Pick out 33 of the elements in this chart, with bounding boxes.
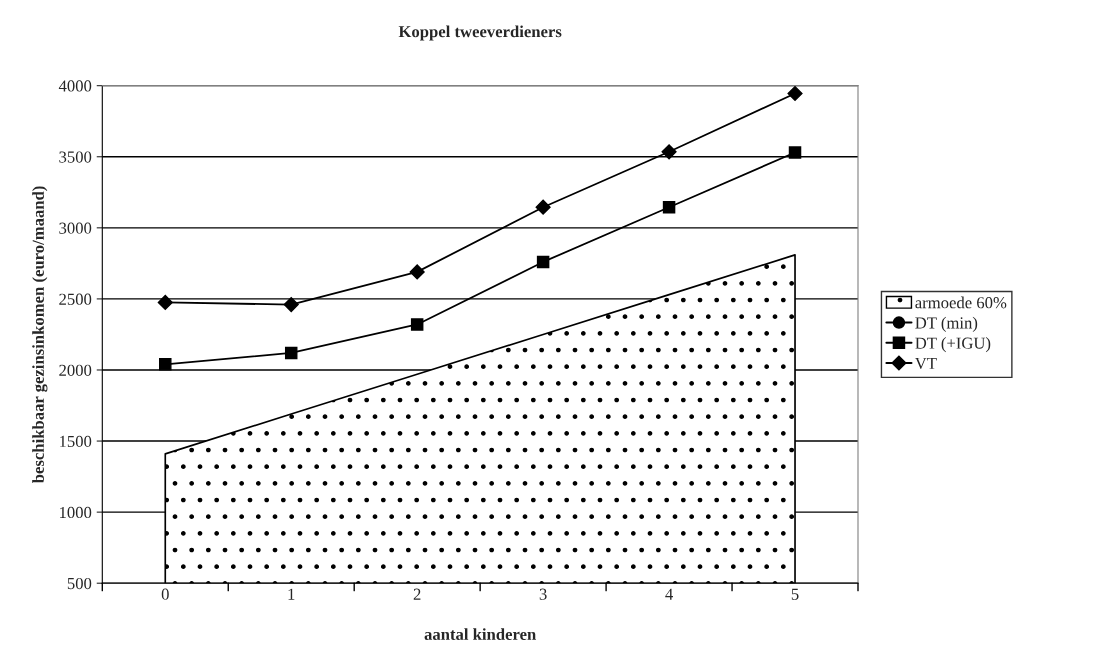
y-tick-label: 3000 — [59, 222, 92, 234]
x-tick-label: 3 — [539, 588, 547, 600]
point — [283, 297, 299, 313]
point — [787, 85, 803, 102]
x-tick-label: 2 — [413, 588, 421, 600]
point — [788, 146, 802, 159]
point — [409, 264, 425, 280]
point — [157, 294, 173, 311]
y-tick-label: 4000 — [58, 80, 92, 92]
point — [410, 318, 424, 331]
x-tick-label: 0 — [161, 588, 169, 600]
x-axis-title: aantal kinderen — [424, 628, 537, 640]
y-tick-label: 3500 — [59, 151, 92, 163]
point — [284, 346, 298, 360]
point — [662, 200, 676, 214]
y-tick-label: 1500 — [60, 435, 92, 448]
y-tick-label: 500 — [67, 577, 92, 590]
y-tick-label: 1000 — [60, 506, 92, 519]
legend-label: DT (+IGU) — [915, 337, 991, 353]
y-tick-label: 2500 — [59, 293, 92, 305]
y-axis-title: beschikbaar gezinsinkomen (euro/maand) — [32, 186, 48, 484]
legend-label: DT (min) — [915, 316, 978, 332]
y-tick-label: 2000 — [59, 364, 92, 376]
point — [661, 144, 677, 160]
x-tick-label: 1 — [288, 588, 295, 600]
legend-label: VT — [914, 357, 937, 370]
x-tick-label: 5 — [791, 588, 799, 600]
legend-label: armoede 60% — [915, 296, 1007, 309]
x-tick-label: 4 — [665, 588, 673, 600]
point — [535, 199, 551, 215]
point — [159, 358, 172, 371]
chart-title: Koppel tweeverdieners — [398, 25, 562, 41]
point — [536, 255, 550, 269]
